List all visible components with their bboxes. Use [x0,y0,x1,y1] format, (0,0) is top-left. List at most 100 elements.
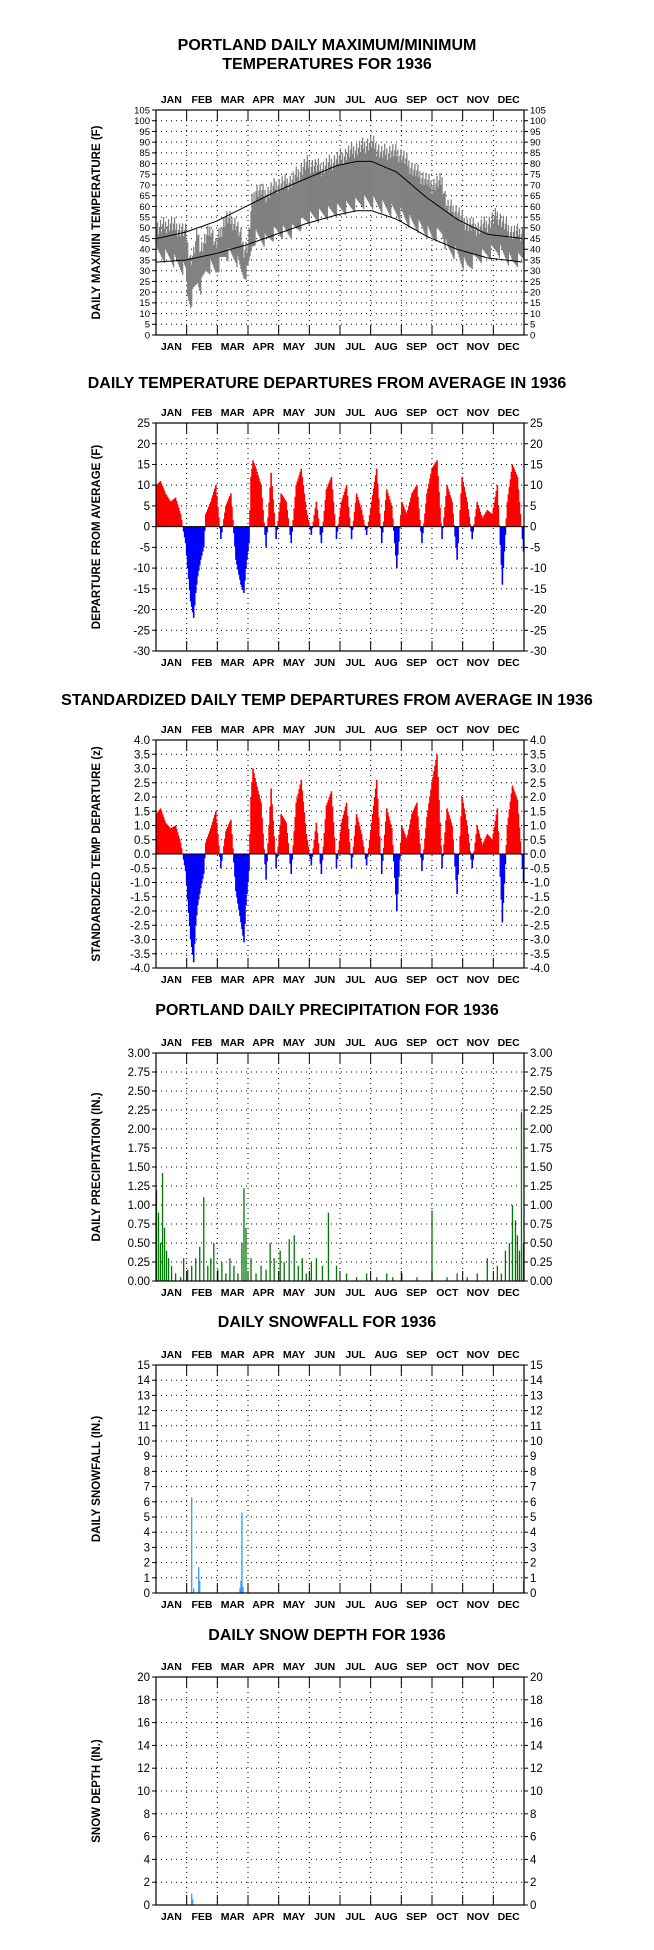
chart-title: STANDARDIZED DAILY TEMP DEPARTURES FROM … [61,692,593,709]
y-tick-label: 20 [137,1672,150,1684]
y-tick-label: 10 [137,480,150,492]
y-tick-label: -15 [530,584,547,596]
month-label: JUL [345,1599,365,1611]
chart-title: DAILY SNOW DEPTH FOR 1936 [208,1627,446,1644]
y-tick-label: 0.75 [128,1219,150,1231]
month-label: DEC [498,657,521,669]
y-tick-label: 25 [530,277,541,288]
y-tick-label: 0 [530,522,536,534]
month-label: JAN [161,1599,182,1611]
y-tick-label: 18 [530,1695,543,1707]
y-tick-label: -2.0 [530,906,550,918]
y-tick-label: 90 [530,137,541,148]
y-tick-label: 15 [137,459,150,471]
y-tick-label: 2.0 [530,792,546,804]
y-tick-label: 1.00 [530,1200,552,1212]
month-label: JAN [161,1349,182,1361]
y-tick-label: 20 [137,439,150,451]
month-label: AUG [374,1287,397,1299]
y-tick-label: 8 [144,1466,150,1478]
month-label: JAN [161,1661,182,1673]
y-tick-label: 30 [530,266,541,277]
month-label: JUL [345,1349,365,1361]
month-label: SEP [406,1037,427,1049]
y-tick-label: 45 [530,234,541,245]
month-label: MAR [221,724,245,736]
y-tick-label: 5 [144,501,150,513]
y-tick-label: 3.0 [530,764,546,776]
y-axis-title: DEPARTURE FROM AVERAGE (F) [91,445,103,630]
y-tick-label: 1.5 [530,806,546,818]
month-label: DEC [498,407,521,419]
y-axis-title: SNOW DEPTH (IN.) [91,1739,103,1843]
y-tick-label: -0.5 [130,863,150,875]
y-tick-label: 0 [144,1900,150,1912]
y-tick-label: 0.00 [530,1276,552,1288]
y-tick-label: 4 [530,1527,537,1539]
month-label: OCT [436,407,459,419]
y-tick-label: 55 [530,212,541,223]
y-tick-label: 0 [530,1900,536,1912]
month-label: MAR [221,1037,245,1049]
month-label: SEP [406,407,427,419]
y-tick-label: -5 [140,542,150,554]
chart-title: DAILY TEMPERATURE DEPARTURES FROM AVERAG… [87,375,567,392]
y-tick-label: 0 [144,522,150,534]
y-tick-label: 15 [530,298,541,309]
month-label: FEB [192,657,213,669]
y-tick-label: 4 [144,1527,151,1539]
y-tick-label: 2 [530,1877,536,1889]
month-label: NOV [467,341,490,353]
month-label: NOV [467,1661,490,1673]
y-tick-label: 25 [530,418,543,430]
month-label: SEP [406,94,427,106]
y-tick-label: 0.5 [530,835,546,847]
y-tick-label: 50 [139,223,150,234]
y-tick-label: 9 [530,1451,536,1463]
month-label: JAN [161,974,182,986]
month-label: FEB [192,1911,213,1923]
y-tick-label: 4 [144,1854,151,1866]
y-tick-label: -20 [133,605,150,617]
month-label: MAY [283,1349,305,1361]
month-label: SEP [406,974,427,986]
y-tick-label: -1.5 [130,892,150,904]
month-label: SEP [406,657,427,669]
departure-chart: JAN JAN FEB FEB MAR MAR APR APR MAY MAY JUN JUN JUL J… [91,407,547,669]
month-label: MAR [221,1661,245,1673]
y-tick-label: 1.0 [134,821,150,833]
y-tick-label: 30 [139,266,150,277]
y-tick-label: 8 [530,1809,536,1821]
month-label: JUN [314,341,335,353]
y-tick-label: 2.0 [134,792,150,804]
y-tick-label: 80 [530,159,541,170]
y-tick-label: 1.75 [128,1143,150,1155]
y-tick-label: 20 [530,287,541,298]
y-tick-label: 1.50 [128,1162,150,1174]
normal-min-line [156,210,523,263]
y-tick-label: 1 [530,1573,536,1585]
month-label: SEP [406,1911,427,1923]
month-label: AUG [374,1349,397,1361]
month-label: JUL [345,1037,365,1049]
month-label: AUG [374,657,397,669]
month-label: DEC [498,1911,521,1923]
y-tick-label: 5 [530,501,536,513]
month-label: MAR [221,407,245,419]
y-tick-label: 65 [139,191,150,202]
month-label: AUG [374,341,397,353]
month-label: MAR [221,1287,245,1299]
month-label: DEC [498,724,521,736]
y-tick-label: 105 [134,105,150,116]
month-label: JAN [161,341,182,353]
month-label: JUL [345,407,365,419]
y-tick-label: 2.5 [134,778,150,790]
month-label: AUG [374,1037,397,1049]
month-label: MAR [221,1911,245,1923]
y-tick-label: 3.00 [530,1048,552,1060]
month-label: FEB [192,1037,213,1049]
y-tick-label: 0.75 [530,1219,552,1231]
month-label: MAY [283,1599,305,1611]
y-tick-label: 2.25 [128,1105,150,1117]
month-label: APR [252,657,275,669]
